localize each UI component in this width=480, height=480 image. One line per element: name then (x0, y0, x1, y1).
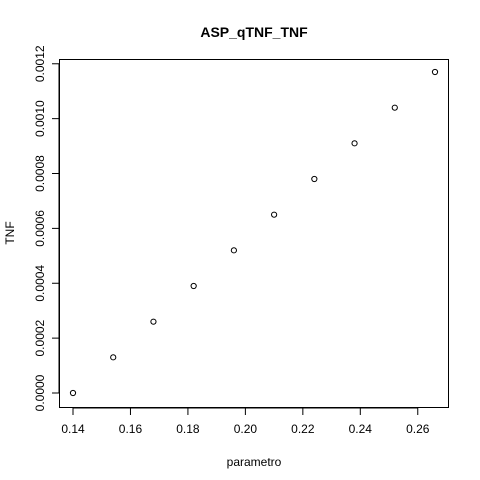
x-tick-label: 0.24 (349, 422, 373, 436)
data-point (311, 175, 318, 183)
y-tick-label: 0.0004 (33, 265, 47, 302)
data-point (110, 354, 117, 361)
data-point (271, 211, 278, 218)
plot-area-box (59, 59, 449, 408)
data-point (150, 318, 157, 325)
y-axis-label: TNF (3, 221, 17, 244)
chart-title: ASP_qTNF_TNF (200, 24, 308, 40)
x-tick-label: 0.14 (61, 422, 85, 436)
data-point (230, 247, 237, 254)
y-tick-label: 0.0002 (33, 319, 47, 356)
y-tick-label: 0.0008 (33, 155, 47, 192)
data-point (351, 140, 358, 147)
x-tick-label: 0.20 (234, 422, 258, 436)
y-axis-ticks: 0.0000 0.0002 0.0004 0.0006 0.0008 0.0010 0.00… (33, 45, 59, 411)
y-tick-label: 0.0006 (33, 210, 47, 247)
y-tick-label: 0.0000 (33, 374, 47, 411)
x-tick-label: 0.16 (119, 422, 143, 436)
y-tick-label: 0.0012 (33, 45, 47, 82)
x-axis-ticks: 0.14 0.16 0.18 0.20 0.22 0.24 0.26 (61, 408, 430, 436)
data-point (391, 104, 398, 111)
data-points (69, 68, 439, 397)
y-tick-label: 0.0010 (33, 100, 47, 137)
data-point (69, 389, 77, 397)
data-point (190, 282, 197, 290)
data-point (431, 68, 439, 76)
x-axis-label: parametro (227, 455, 282, 469)
x-tick-label: 0.18 (176, 422, 200, 436)
x-tick-label: 0.26 (406, 422, 430, 436)
x-tick-label: 0.22 (291, 422, 315, 436)
